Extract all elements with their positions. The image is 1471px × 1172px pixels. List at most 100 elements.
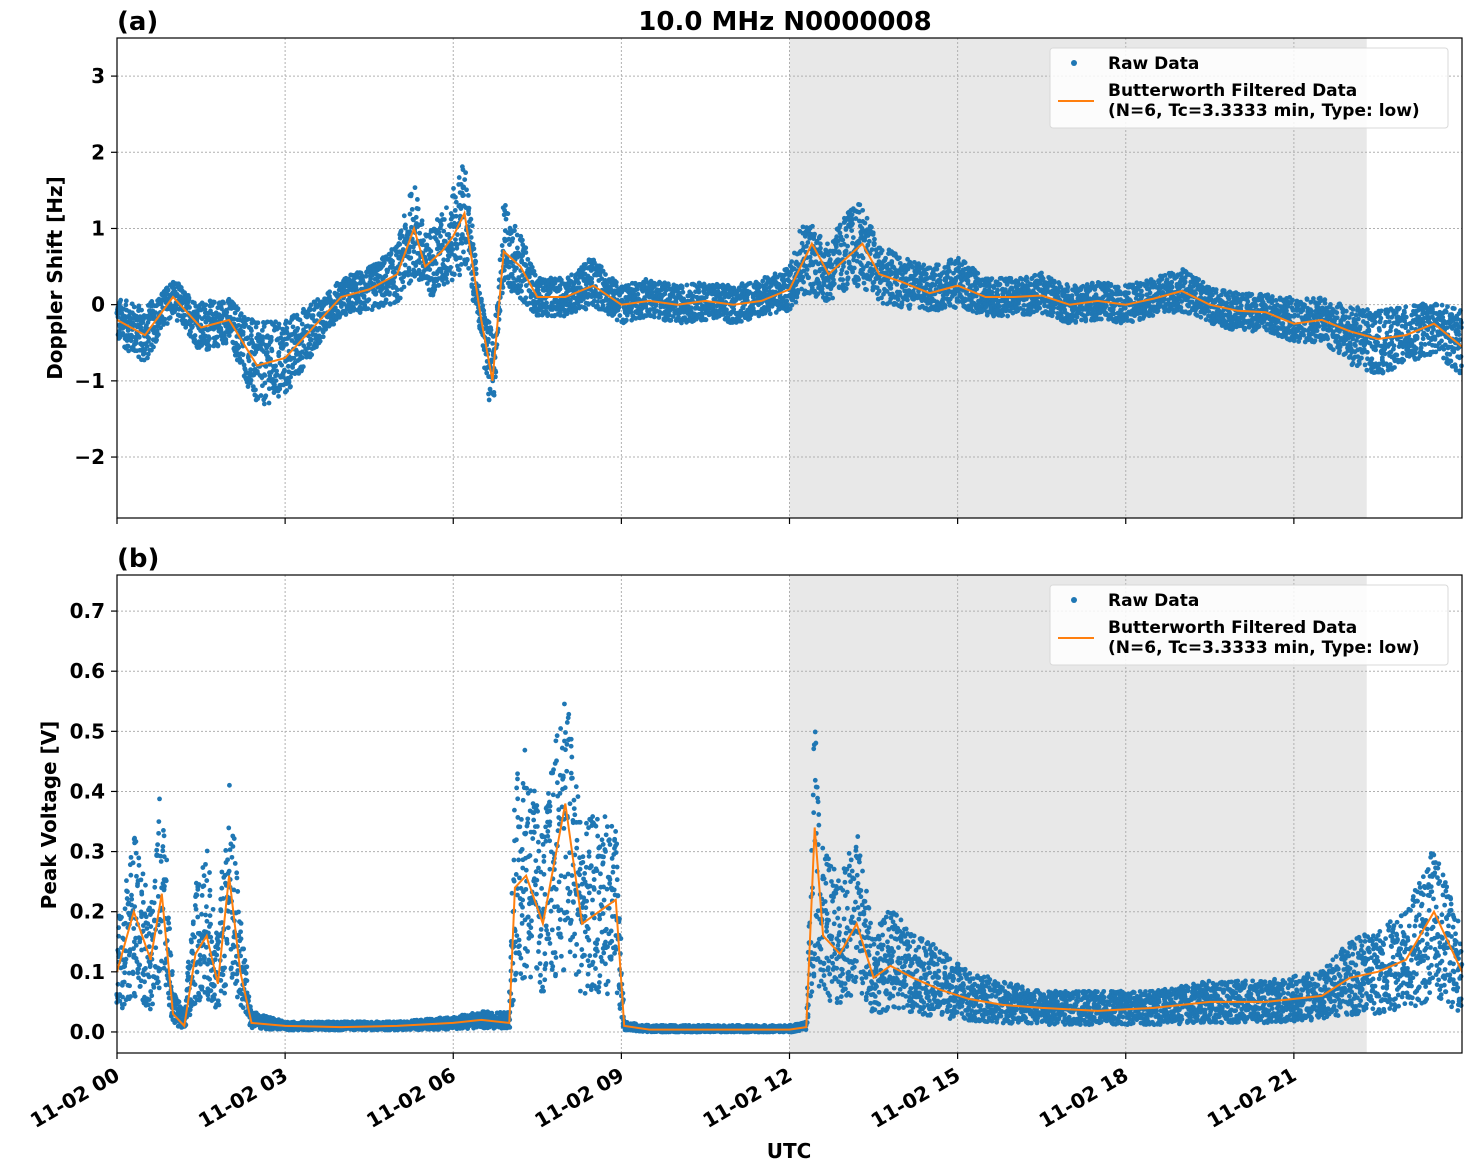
panel-a-raw-point <box>473 259 479 265</box>
panel-a-raw-point <box>456 175 462 180</box>
panel-a-raw-point <box>448 264 454 270</box>
panel-a-raw-point <box>453 237 458 243</box>
panel-a-raw-point <box>1051 280 1057 285</box>
panel-a-raw-point <box>793 299 799 305</box>
panel-a-raw-point <box>408 278 414 284</box>
panel-a-raw-point <box>952 305 958 310</box>
panel-a-raw-point <box>464 257 470 263</box>
panel-a-raw-point <box>936 262 941 268</box>
panel-a-raw-point <box>242 366 248 371</box>
panel-a-raw-point <box>444 205 449 211</box>
panel-a-raw-point <box>299 355 305 361</box>
panel-a-raw-point <box>862 220 868 226</box>
panel-a-raw-point <box>451 271 457 277</box>
panel-a-raw-point <box>186 296 192 302</box>
panel-a-raw-point <box>226 333 232 338</box>
panel-a-label: (a) <box>117 7 158 37</box>
panel-a-raw-point <box>785 302 791 308</box>
panel-a-raw-point <box>221 300 226 306</box>
panel-a-raw-point <box>439 212 445 217</box>
panel-a-raw-point <box>520 237 525 243</box>
panel-a-raw-point <box>308 337 314 343</box>
panel-a-raw-point <box>733 298 738 303</box>
panel-a-raw-point <box>139 307 144 313</box>
panel-a-raw-point <box>285 363 291 369</box>
panel-a-raw-point <box>136 303 142 309</box>
panel-a-raw-point <box>747 280 753 286</box>
panel-a-raw-point <box>812 269 818 275</box>
panel-a-raw-point <box>850 221 855 227</box>
panel-a-raw-point <box>472 252 478 258</box>
panel-a-raw-point <box>465 193 471 198</box>
panel-a-raw-point <box>975 270 981 276</box>
panel-a-raw-point <box>855 283 860 289</box>
panel-a-raw-point <box>284 325 290 331</box>
panel-a-raw-point <box>203 302 209 308</box>
panel-a-raw-point <box>653 303 659 308</box>
panel-a-raw-point <box>989 276 995 282</box>
panel-a-raw-point <box>238 311 244 317</box>
panel-a-raw-point <box>461 249 466 255</box>
panel-a-raw-point <box>452 207 458 213</box>
panel-a-raw-point <box>383 300 388 306</box>
panel-a-raw-point <box>1122 305 1128 311</box>
panel-a-raw-point <box>466 265 472 271</box>
figure-title: 10.0 MHz N0000008 <box>638 7 931 37</box>
panel-a-raw-point <box>274 368 280 374</box>
panel-a-raw-point <box>273 378 279 384</box>
panel-a-raw-point <box>995 287 1001 293</box>
panel-a-raw-point <box>116 328 122 334</box>
panel-a-raw-point <box>651 314 657 320</box>
panel-a-raw-point <box>288 374 294 380</box>
panel-a-raw-point <box>804 267 810 272</box>
panel-a-raw-point <box>457 272 463 278</box>
panel-a-raw-point <box>695 287 701 293</box>
panel-a-raw-point <box>805 240 811 245</box>
panel-a-raw-point <box>297 317 303 323</box>
panel-a-raw-point <box>188 329 193 335</box>
panel-a-raw-point <box>827 257 833 262</box>
panel-a-raw-point <box>144 343 150 349</box>
panel-a-raw-point <box>276 321 282 327</box>
panel-a-raw-point <box>300 364 306 370</box>
panel-a-raw-point <box>882 257 888 263</box>
panel-a-raw-point <box>806 275 812 280</box>
panel-a-raw-point <box>153 310 158 316</box>
panel-a-raw-point <box>497 257 503 263</box>
panel-a-raw-point <box>860 255 866 261</box>
panel-a-raw-point <box>401 284 407 290</box>
panel-a-raw-point <box>254 368 260 374</box>
panel-a-raw-point <box>1126 290 1131 296</box>
panel-a-raw-point <box>503 203 508 208</box>
panel-a-raw-point <box>131 304 137 310</box>
panel-a-raw-point <box>583 306 589 312</box>
panel-a-raw-point <box>818 245 823 251</box>
panel-a-raw-point <box>1005 313 1011 319</box>
panel-a-raw-point <box>287 384 293 390</box>
panel-a-raw-point <box>462 177 468 183</box>
panel-a-raw-point <box>1090 280 1095 286</box>
panel-a-raw-point <box>128 338 134 344</box>
panel-a-raw-point <box>268 337 274 343</box>
panel-a-raw-point <box>240 329 246 335</box>
panel-a-raw-point <box>391 279 396 285</box>
panel-a-raw-point <box>366 297 372 303</box>
panel-a-raw-point <box>868 224 874 230</box>
panel-a-raw-point <box>471 246 477 252</box>
panel-a-raw-point <box>1009 285 1014 291</box>
panel-a-raw-point <box>523 245 529 251</box>
panel-a-raw-point <box>182 312 188 318</box>
panel-a-raw-point <box>167 315 173 320</box>
panel-a-raw-point <box>897 289 903 295</box>
panel-a-raw-point <box>240 352 246 358</box>
panel-a-raw-point <box>126 348 132 354</box>
panel-a-raw-point <box>451 186 456 191</box>
panel-a-raw-point <box>510 236 516 242</box>
panel-a-raw-point <box>407 211 413 217</box>
panel-a-raw-point <box>262 373 268 378</box>
panel-a-raw-point <box>614 317 620 323</box>
panel-a-raw-point <box>343 312 349 317</box>
panel-a-raw-point <box>623 317 629 323</box>
panel-a-raw-point <box>265 350 270 355</box>
